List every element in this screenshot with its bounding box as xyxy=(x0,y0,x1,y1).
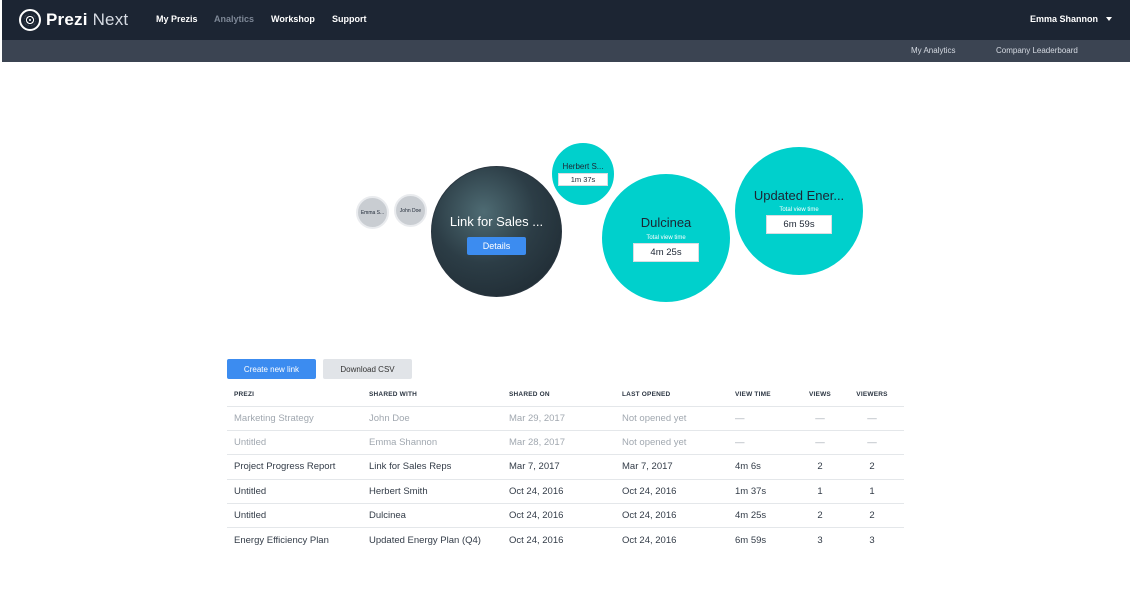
view-time: 6m 59s xyxy=(735,527,800,553)
view-time-value: 1m 37s xyxy=(558,173,608,186)
shared-with: Link for Sales Reps xyxy=(369,454,509,480)
table-row[interactable]: Project Progress Report Link for Sales R… xyxy=(227,454,904,480)
top-navigation-bar: Prezi Next My Prezis Analytics Workshop … xyxy=(2,0,1130,40)
viewer-bubble-john[interactable]: John Doe xyxy=(394,194,427,227)
view-time-value: 4m 25s xyxy=(633,242,699,262)
brand-name: Prezi Next xyxy=(46,10,129,29)
views: 2 xyxy=(800,503,840,528)
chevron-down-icon[interactable] xyxy=(1106,17,1112,21)
prezi-name: Untitled xyxy=(227,478,369,504)
last-opened: Oct 24, 2016 xyxy=(622,478,735,504)
bubble-title: Herbert S... xyxy=(562,162,604,171)
last-opened: Not opened yet xyxy=(622,429,735,455)
view-time: 4m 25s xyxy=(735,503,800,528)
view-time-label: Total view time xyxy=(779,207,819,213)
column-header-shared-with[interactable]: SHARED WITH xyxy=(369,390,418,398)
viewers: 2 xyxy=(840,503,904,528)
bubble-title: Dulcinea xyxy=(640,214,692,230)
nav-my-prezis[interactable]: My Prezis xyxy=(156,14,198,24)
last-opened: Oct 24, 2016 xyxy=(622,527,735,553)
views: — xyxy=(800,405,840,431)
column-header-viewers[interactable]: VIEWERS xyxy=(856,390,888,398)
view-time: 4m 6s xyxy=(735,454,800,480)
bubble-title: Link for Sales ... xyxy=(449,214,544,229)
viewer-bubble-dulcinea[interactable]: Dulcinea Total view time 4m 25s xyxy=(600,172,732,304)
views: — xyxy=(800,429,840,455)
table-row[interactable]: Untitled Herbert Smith Oct 24, 2016 Oct … xyxy=(227,478,904,504)
table-row[interactable]: Marketing Strategy John Doe Mar 29, 2017… xyxy=(227,405,904,431)
tab-company-leaderboard[interactable]: Company Leaderboard xyxy=(996,46,1078,55)
table-row[interactable]: Untitled Emma Shannon Mar 28, 2017 Not o… xyxy=(227,429,904,455)
viewers: — xyxy=(840,405,904,431)
view-time: 1m 37s xyxy=(735,478,800,504)
shared-with: Emma Shannon xyxy=(369,429,509,455)
create-new-link-button[interactable]: Create new link xyxy=(227,359,316,379)
user-menu[interactable]: Emma Shannon xyxy=(1029,14,1098,24)
shared-on: Mar 28, 2017 xyxy=(509,429,622,455)
nav-workshop[interactable]: Workshop xyxy=(271,14,315,24)
views: 3 xyxy=(800,527,840,553)
view-time-value: 6m 59s xyxy=(766,215,832,234)
table-row[interactable]: Untitled Dulcinea Oct 24, 2016 Oct 24, 2… xyxy=(227,503,904,528)
table-row[interactable]: Energy Efficiency Plan Updated Energy Pl… xyxy=(227,527,904,553)
viewers: — xyxy=(840,429,904,455)
view-time: — xyxy=(735,405,800,431)
bubble-title: Updated Ener... xyxy=(753,188,845,203)
nav-analytics[interactable]: Analytics xyxy=(214,14,255,24)
column-header-prezi[interactable]: PREZI xyxy=(234,390,255,398)
tab-my-analytics[interactable]: My Analytics xyxy=(911,46,956,55)
shared-with: Herbert Smith xyxy=(369,478,509,504)
prezi-name: Untitled xyxy=(227,429,369,455)
prezi-name: Marketing Strategy xyxy=(227,405,369,431)
download-csv-button[interactable]: Download CSV xyxy=(323,359,412,379)
shared-on: Oct 24, 2016 xyxy=(509,503,622,528)
last-opened: Not opened yet xyxy=(622,405,735,431)
prezi-name: Untitled xyxy=(227,503,369,528)
prezi-logo-icon xyxy=(19,9,41,31)
view-time: — xyxy=(735,429,800,455)
shared-on: Oct 24, 2016 xyxy=(509,527,622,553)
column-header-views[interactable]: VIEWS xyxy=(809,390,831,398)
table-header-row: PREZI SHARED WITH SHARED ON LAST OPENED … xyxy=(227,383,904,406)
viewer-bubble-emma[interactable]: Emma S... xyxy=(356,196,389,229)
viewer-bubble-sales-reps[interactable]: Link for Sales ... Details xyxy=(431,166,562,297)
prezi-logo[interactable]: Prezi Next xyxy=(19,8,128,32)
details-button[interactable]: Details xyxy=(466,237,527,255)
viewers: 2 xyxy=(840,454,904,480)
views: 1 xyxy=(800,478,840,504)
column-header-last-opened[interactable]: LAST OPENED xyxy=(622,390,671,398)
prezi-name: Project Progress Report xyxy=(227,454,369,480)
shared-with: Dulcinea xyxy=(369,503,509,528)
column-header-view-time[interactable]: VIEW TIME xyxy=(735,390,771,398)
column-header-shared-on[interactable]: SHARED ON xyxy=(509,390,550,398)
prezi-name: Energy Efficiency Plan xyxy=(227,527,369,553)
shared-with: John Doe xyxy=(369,405,509,431)
shared-with: Updated Energy Plan (Q4) xyxy=(369,527,509,553)
views: 2 xyxy=(800,454,840,480)
shared-links-table: PREZI SHARED WITH SHARED ON LAST OPENED … xyxy=(227,383,904,553)
view-time-label: Total view time xyxy=(646,234,686,241)
nav-support[interactable]: Support xyxy=(332,14,367,24)
last-opened: Oct 24, 2016 xyxy=(622,503,735,528)
viewers: 3 xyxy=(840,527,904,553)
viewers: 1 xyxy=(840,478,904,504)
shared-on: Mar 7, 2017 xyxy=(509,454,622,480)
last-opened: Mar 7, 2017 xyxy=(622,454,735,480)
analytics-subnav: My Analytics Company Leaderboard xyxy=(2,40,1130,62)
shared-on: Oct 24, 2016 xyxy=(509,478,622,504)
bubble-label: John Doe xyxy=(399,207,422,214)
viewer-bubble-energy-plan[interactable]: Updated Ener... Total view time 6m 59s xyxy=(733,145,865,277)
shared-on: Mar 29, 2017 xyxy=(509,405,622,431)
viewer-bubble-herbert[interactable]: Herbert S... 1m 37s xyxy=(550,141,616,207)
bubble-label: Emma S... xyxy=(360,209,385,216)
